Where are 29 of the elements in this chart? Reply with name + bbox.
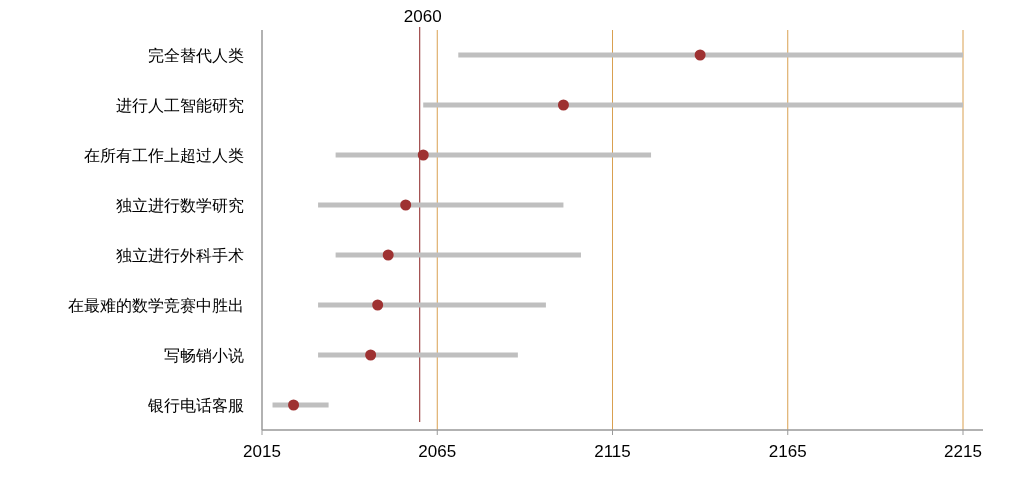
bar	[318, 302, 546, 308]
y-tick-label: 独立进行数学研究	[116, 197, 244, 214]
x-tick-label: 2215	[944, 442, 982, 461]
bar	[423, 102, 963, 108]
y-tick-label: 写畅销小说	[164, 347, 244, 364]
y-tick-label: 完全替代人类	[148, 47, 244, 64]
point	[365, 349, 377, 361]
bar	[335, 252, 581, 258]
y-tick-label: 在最难的数学竞赛中胜出	[68, 297, 244, 314]
point	[400, 199, 412, 211]
bar	[318, 352, 518, 358]
ref-line-label: 2060	[403, 7, 442, 26]
point	[694, 49, 706, 61]
bar	[318, 202, 564, 208]
y-tick-label: 进行人工智能研究	[116, 97, 244, 114]
point	[372, 299, 384, 311]
point	[288, 399, 300, 411]
x-tick-label: 2115	[594, 442, 631, 461]
y-tick-label: 在所有工作上超过人类	[84, 147, 244, 164]
y-tick-label: 银行电话客服	[147, 397, 244, 414]
point	[557, 99, 569, 111]
x-tick-label: 2015	[243, 442, 281, 461]
point	[382, 249, 394, 261]
x-tick-label: 2065	[418, 442, 457, 461]
x-tick-label: 2165	[768, 442, 807, 461]
point	[417, 149, 429, 161]
y-tick-label: 独立进行外科手术	[116, 247, 244, 264]
bar	[458, 52, 963, 58]
bar	[335, 152, 652, 158]
